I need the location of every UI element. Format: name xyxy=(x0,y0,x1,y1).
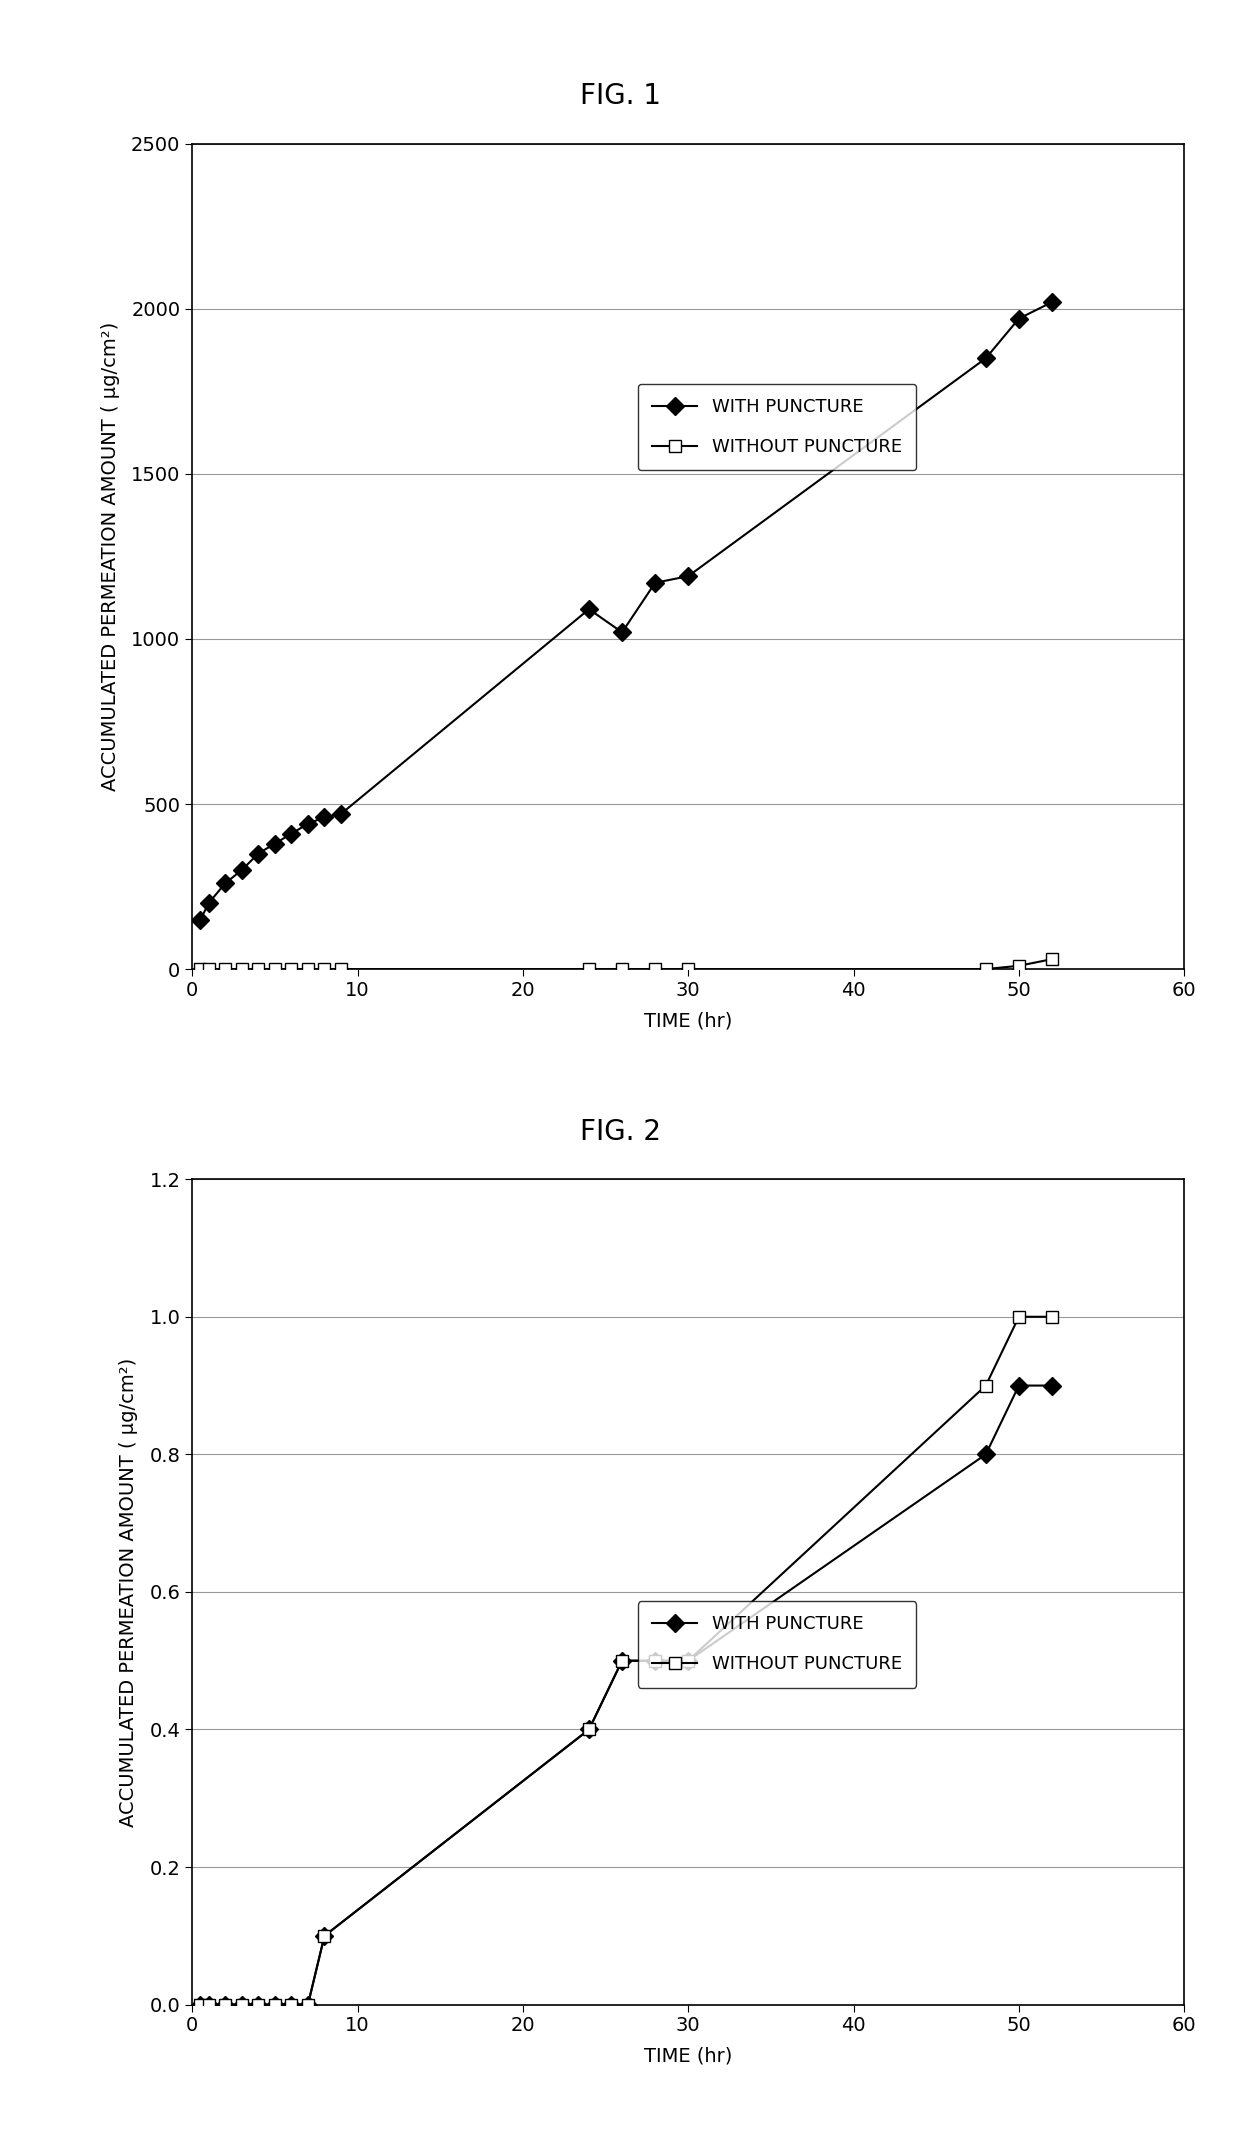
WITHOUT PUNCTURE xyxy=(193,956,208,982)
WITH PUNCTURE xyxy=(268,1992,283,2018)
WITHOUT PUNCTURE xyxy=(250,1992,265,2018)
WITHOUT PUNCTURE xyxy=(615,1649,630,1674)
WITH PUNCTURE xyxy=(284,821,299,847)
WITH PUNCTURE xyxy=(615,1649,630,1674)
WITHOUT PUNCTURE xyxy=(647,956,662,982)
WITHOUT PUNCTURE xyxy=(1044,1304,1059,1329)
WITHOUT PUNCTURE xyxy=(201,956,216,982)
WITH PUNCTURE xyxy=(1012,1372,1027,1398)
X-axis label: TIME (hr): TIME (hr) xyxy=(644,2048,733,2065)
Line: WITHOUT PUNCTURE: WITHOUT PUNCTURE xyxy=(195,952,1058,976)
WITH PUNCTURE xyxy=(334,802,348,828)
WITHOUT PUNCTURE xyxy=(317,956,332,982)
WITH PUNCTURE xyxy=(250,1992,265,2018)
WITHOUT PUNCTURE xyxy=(193,1992,208,2018)
WITH PUNCTURE xyxy=(317,804,332,830)
WITH PUNCTURE xyxy=(234,1992,249,2018)
Line: WITH PUNCTURE: WITH PUNCTURE xyxy=(195,1379,1058,2011)
WITH PUNCTURE xyxy=(681,1649,696,1674)
WITH PUNCTURE xyxy=(647,570,662,596)
Text: FIG. 1: FIG. 1 xyxy=(579,81,661,111)
WITH PUNCTURE xyxy=(218,1992,233,2018)
WITHOUT PUNCTURE xyxy=(268,956,283,982)
WITHOUT PUNCTURE xyxy=(582,956,596,982)
WITHOUT PUNCTURE xyxy=(218,956,233,982)
WITHOUT PUNCTURE xyxy=(334,956,348,982)
WITHOUT PUNCTURE xyxy=(234,956,249,982)
WITHOUT PUNCTURE xyxy=(978,956,993,982)
WITHOUT PUNCTURE xyxy=(284,1992,299,2018)
Line: WITHOUT PUNCTURE: WITHOUT PUNCTURE xyxy=(195,1310,1058,2011)
WITH PUNCTURE xyxy=(201,1992,216,2018)
WITH PUNCTURE xyxy=(234,858,249,883)
WITHOUT PUNCTURE xyxy=(978,1372,993,1398)
WITHOUT PUNCTURE xyxy=(300,956,315,982)
Text: FIG. 2: FIG. 2 xyxy=(579,1117,661,1147)
WITH PUNCTURE xyxy=(284,1992,299,2018)
WITHOUT PUNCTURE xyxy=(268,1992,283,2018)
WITH PUNCTURE xyxy=(193,1992,208,2018)
WITH PUNCTURE xyxy=(268,830,283,855)
WITHOUT PUNCTURE xyxy=(582,1717,596,1743)
WITHOUT PUNCTURE xyxy=(300,1992,315,2018)
Y-axis label: ACCUMULATED PERMEATION AMOUNT ( μg/cm²): ACCUMULATED PERMEATION AMOUNT ( μg/cm²) xyxy=(119,1357,139,1827)
WITH PUNCTURE xyxy=(1012,307,1027,332)
WITHOUT PUNCTURE xyxy=(1012,1304,1027,1329)
WITH PUNCTURE xyxy=(250,840,265,866)
WITH PUNCTURE xyxy=(582,596,596,622)
WITH PUNCTURE xyxy=(978,345,993,371)
WITHOUT PUNCTURE xyxy=(1012,952,1027,978)
WITHOUT PUNCTURE xyxy=(234,1992,249,2018)
WITHOUT PUNCTURE xyxy=(615,956,630,982)
WITHOUT PUNCTURE xyxy=(201,1992,216,2018)
WITHOUT PUNCTURE xyxy=(1044,946,1059,971)
WITHOUT PUNCTURE xyxy=(647,1649,662,1674)
WITH PUNCTURE xyxy=(218,870,233,896)
WITH PUNCTURE xyxy=(615,620,630,645)
WITHOUT PUNCTURE xyxy=(250,956,265,982)
WITHOUT PUNCTURE xyxy=(317,1923,332,1949)
WITH PUNCTURE xyxy=(647,1649,662,1674)
WITHOUT PUNCTURE xyxy=(681,1649,696,1674)
WITH PUNCTURE xyxy=(317,1923,332,1949)
WITH PUNCTURE xyxy=(1044,289,1059,315)
WITH PUNCTURE xyxy=(193,907,208,933)
X-axis label: TIME (hr): TIME (hr) xyxy=(644,1012,733,1029)
Legend: WITH PUNCTURE, WITHOUT PUNCTURE: WITH PUNCTURE, WITHOUT PUNCTURE xyxy=(637,1602,916,1687)
Legend: WITH PUNCTURE, WITHOUT PUNCTURE: WITH PUNCTURE, WITHOUT PUNCTURE xyxy=(637,384,916,470)
WITH PUNCTURE xyxy=(681,564,696,590)
WITH PUNCTURE xyxy=(201,890,216,915)
Line: WITH PUNCTURE: WITH PUNCTURE xyxy=(195,296,1058,926)
WITH PUNCTURE xyxy=(1044,1372,1059,1398)
WITHOUT PUNCTURE xyxy=(681,956,696,982)
Y-axis label: ACCUMULATED PERMEATION AMOUNT ( μg/cm²): ACCUMULATED PERMEATION AMOUNT ( μg/cm²) xyxy=(100,322,120,791)
WITH PUNCTURE xyxy=(300,810,315,836)
WITH PUNCTURE xyxy=(582,1717,596,1743)
WITH PUNCTURE xyxy=(300,1992,315,2018)
WITHOUT PUNCTURE xyxy=(218,1992,233,2018)
WITHOUT PUNCTURE xyxy=(284,956,299,982)
WITH PUNCTURE xyxy=(978,1441,993,1466)
